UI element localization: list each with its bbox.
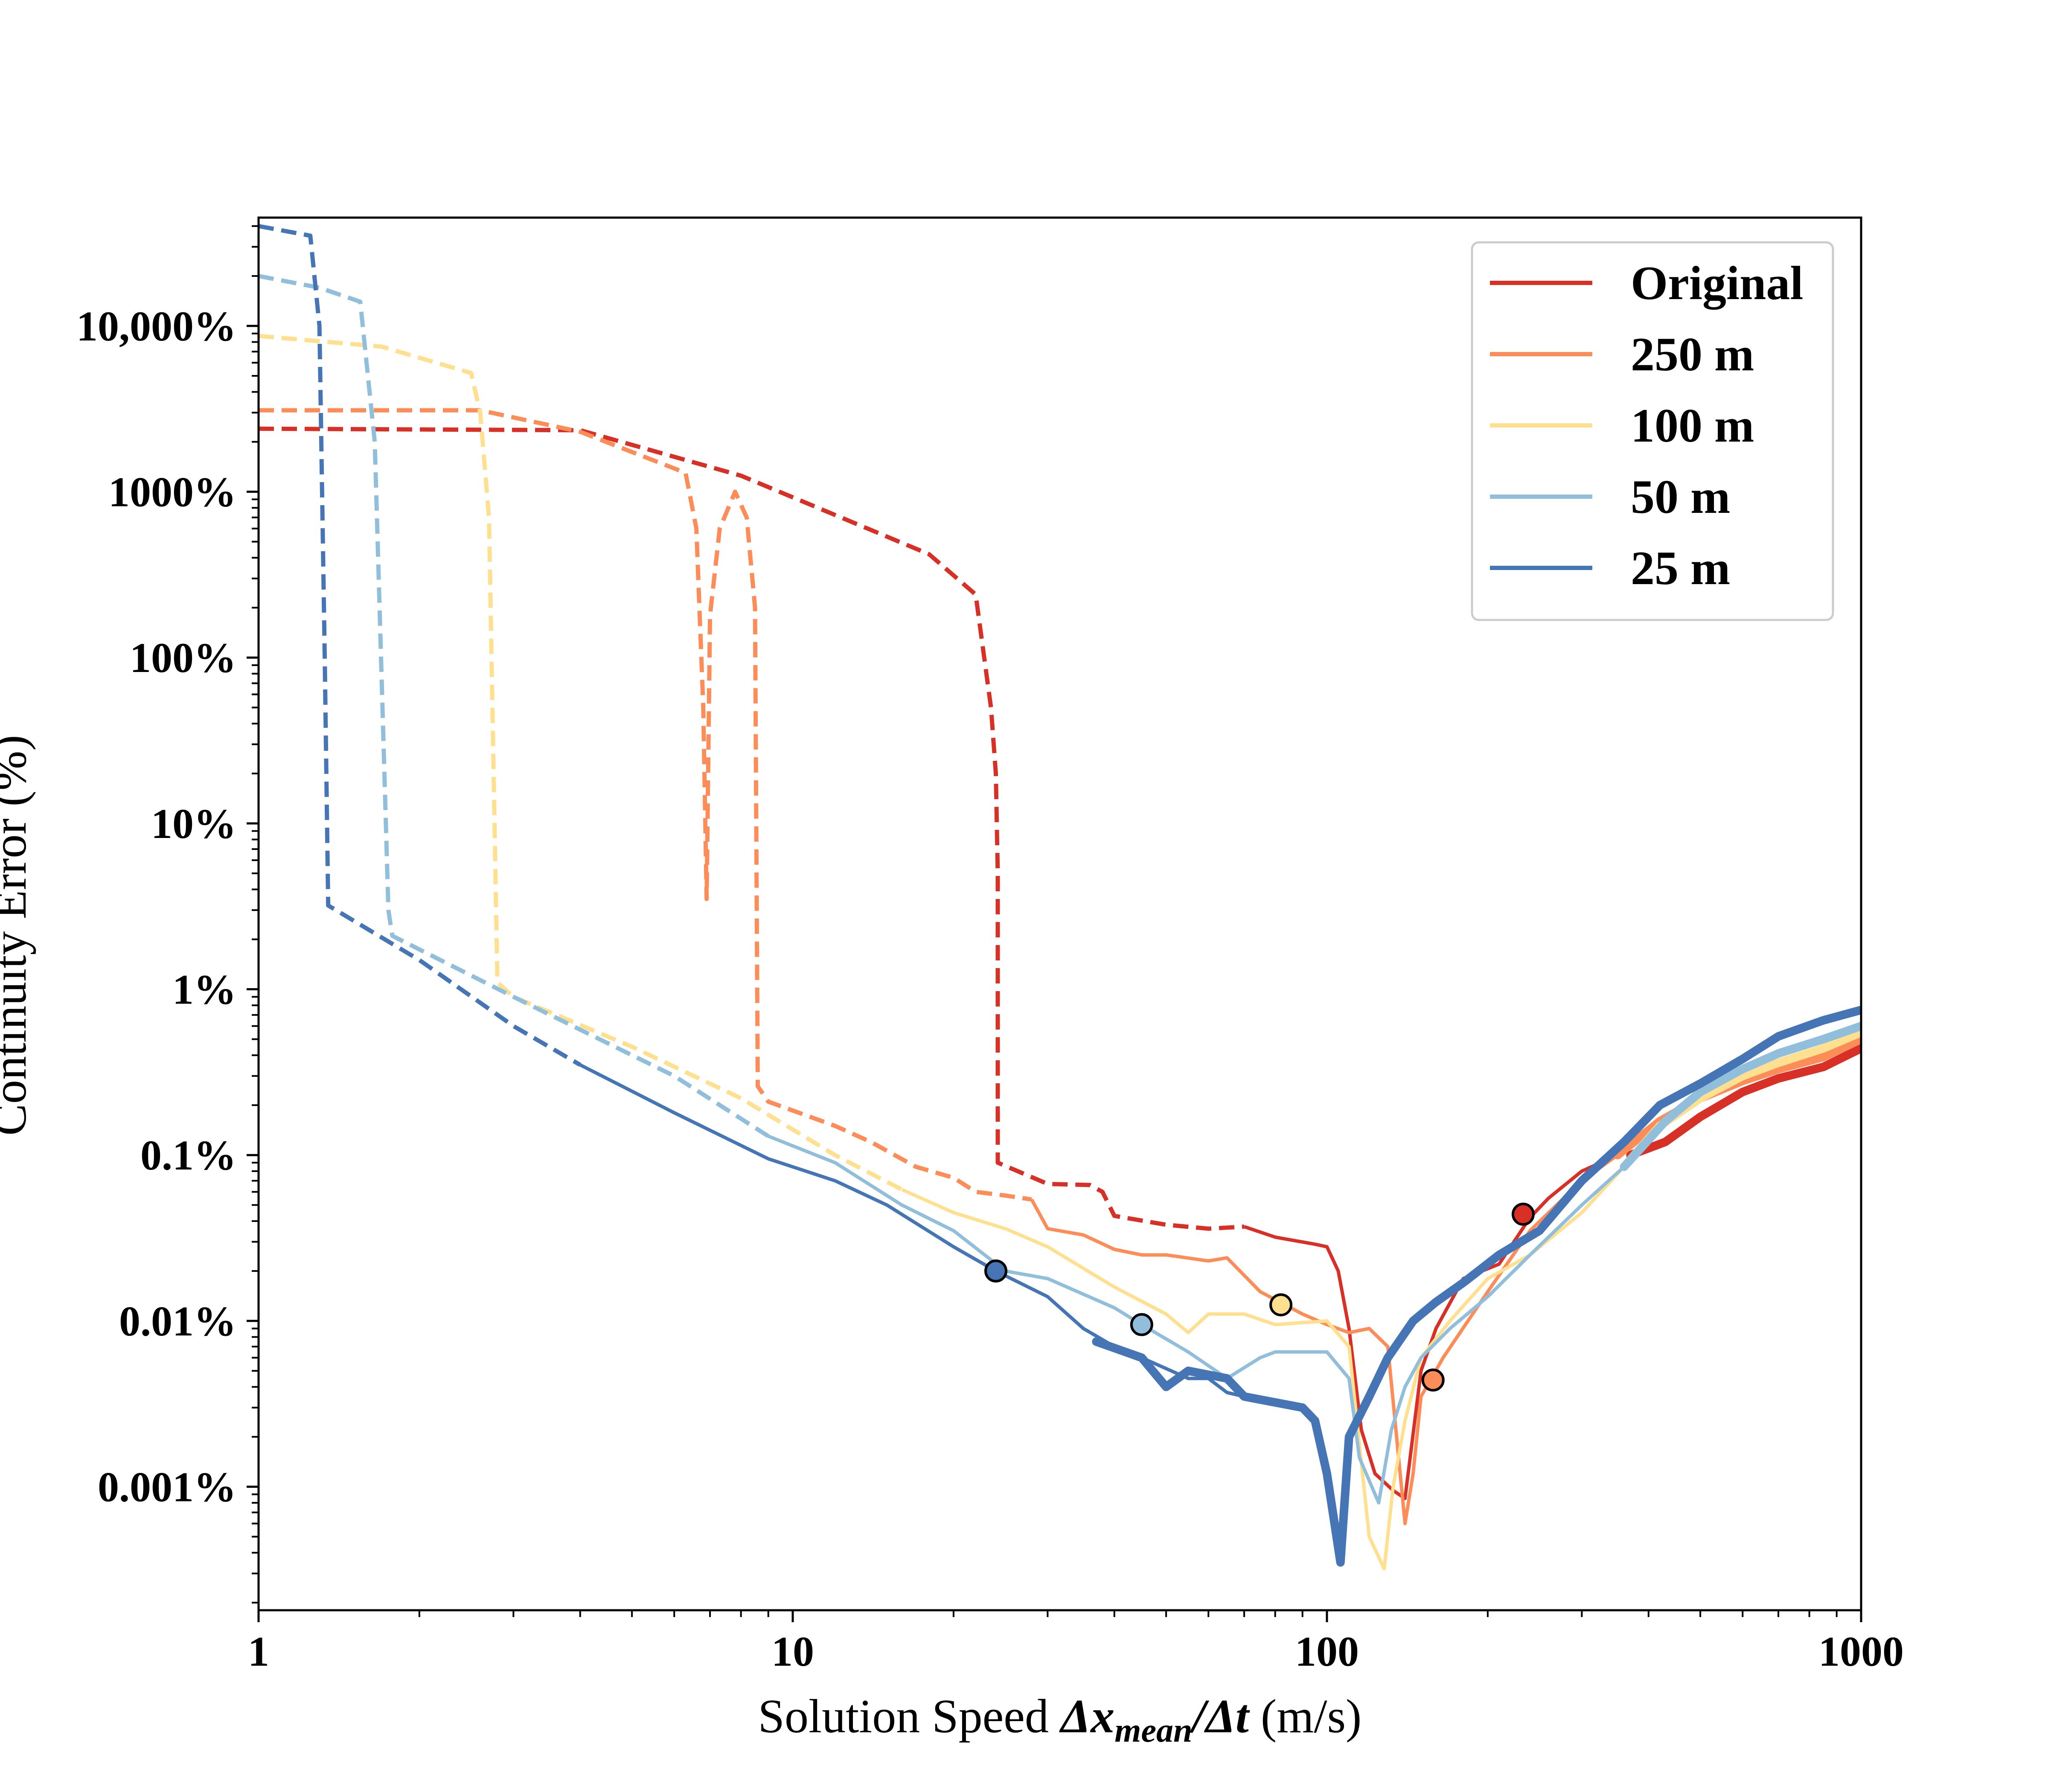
y-tick-label: 0.001% [98, 1463, 236, 1511]
y-tick-label: 10,000% [76, 303, 236, 350]
series-250-m-thin-line [1030, 1153, 1619, 1525]
series-25-m-dashed-line [259, 224, 582, 1067]
series-original-thick-line [1626, 1044, 1861, 1160]
legend-box [1471, 241, 1834, 621]
y-tick-label: 0.1% [140, 1132, 236, 1179]
series-100-m-thin-line [901, 1165, 1626, 1571]
series-50-m-thin-line [768, 1135, 1626, 1505]
x-axis-label: Solution Speed Δxmean/Δt (m/s) [758, 1690, 1362, 1749]
series-100-m-dashed-line [259, 334, 903, 1192]
legend-label-250-m: 250 m [1631, 328, 1754, 381]
series-250-m-dashed-line [259, 408, 1032, 1202]
series-50-m-dashed-line [259, 273, 770, 1138]
legend-label-100-m: 100 m [1631, 399, 1754, 452]
y-tick-label: 10% [151, 800, 236, 847]
series-50-m-marker [1130, 1313, 1153, 1336]
series-layer [259, 224, 1861, 1571]
x-tick-label: 1 [248, 1628, 269, 1675]
y-tick-label: 0.01% [119, 1297, 236, 1345]
plot-frame [257, 216, 1862, 1612]
marker-layer [984, 1202, 1535, 1392]
series-50-m-thick-line [1620, 1021, 1861, 1171]
series-25-m-thin-line [579, 1063, 1245, 1398]
legend-label-25-m: 25 m [1631, 542, 1730, 595]
x-tick-label: 10 [771, 1628, 814, 1675]
y-tick-label: 1000% [108, 468, 236, 516]
x-axis-label-unit: (m/s) [1249, 1690, 1361, 1743]
series-250-m-marker [1421, 1368, 1445, 1392]
legend-label-original: Original [1631, 257, 1803, 310]
x-axis-label-subscript: mean [1114, 1712, 1192, 1749]
series-25-m-marker [984, 1259, 1008, 1283]
x-axis-label-delta-t: /Δt [1189, 1690, 1250, 1743]
x-axis-ticks: 1 10 100 1000 [248, 1610, 1904, 1675]
y-axis-ticks: 0.001% 0.01% 0.1% 1% 10% 100% 1000% 10,000% [76, 225, 259, 1604]
x-axis-label-prefix: Solution Speed [758, 1690, 1061, 1743]
y-tick-label: 1% [172, 966, 236, 1013]
x-axis-label-delta-x: Δx [1059, 1690, 1114, 1743]
legend: Original 250 m 100 m 50 m 25 m [1471, 241, 1834, 621]
legend-label-50-m: 50 m [1631, 471, 1730, 524]
x-tick-label: 1000 [1818, 1628, 1904, 1675]
series-100-m-marker [1269, 1293, 1293, 1317]
y-tick-label: 100% [130, 634, 236, 681]
series-original-dashed-line [259, 426, 1245, 1231]
series-original-marker [1511, 1202, 1535, 1226]
y-axis-label: Continuity Error (%) [0, 735, 36, 1135]
x-tick-label: 100 [1295, 1628, 1359, 1675]
series-25-m-thick-line [1092, 1006, 1861, 1567]
